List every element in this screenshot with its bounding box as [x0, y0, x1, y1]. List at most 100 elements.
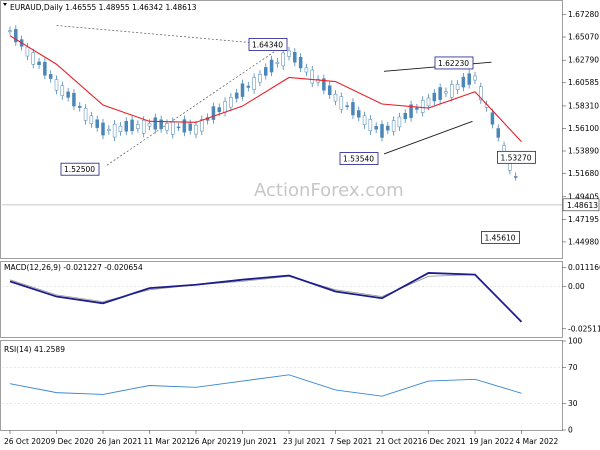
candle-body [72, 92, 76, 107]
macd-panel-frame [0, 261, 563, 338]
candle-body [112, 123, 117, 138]
price-panel: 1.67280 1.65070 1.62790 1.60585 1.58310 1.561… [2, 10, 600, 246]
annotation-box [497, 150, 536, 164]
rsi-y-tick-label: 100 [568, 337, 583, 346]
macd-signal-line [9, 274, 522, 322]
candle-body [513, 176, 518, 178]
candle-body [438, 87, 442, 100]
rsi-line [9, 374, 522, 397]
rsi-panel-title: RSI(14) 41.2589 [4, 345, 65, 354]
candle-body [8, 30, 12, 32]
candle-body [153, 117, 158, 130]
candle-body [397, 116, 402, 128]
candle-body [147, 123, 152, 127]
x-tick-label: 9 Jun 2021 [237, 437, 278, 446]
annotation-label: 1.45610 [485, 233, 516, 242]
macd-y-tick-label: 0.011166 [568, 263, 600, 272]
rsi-y-tick-label: 0 [568, 426, 573, 435]
annotation-label: 1.62230 [438, 59, 469, 68]
macd-line [9, 272, 523, 323]
annotation-box [248, 38, 288, 51]
macd-panel-title: MACD(12,26,9) -0.021227 -0.020654 [4, 263, 143, 272]
rsi-y-tick-label: 30 [568, 399, 578, 408]
x-tick-label: 9 Dec 2020 [51, 437, 94, 446]
candle-body [420, 100, 425, 113]
x-tick-label: 7 Sep 2021 [330, 437, 373, 446]
candle-body [490, 112, 495, 125]
price-y-tick-label: 1.62790 [568, 56, 599, 65]
candle-body [479, 86, 483, 101]
candle-body [66, 91, 70, 98]
candle-body [380, 124, 384, 138]
watermark: ActionForex.com [254, 180, 404, 201]
candle-body [333, 94, 338, 102]
candle-body [182, 119, 187, 133]
candle-body [461, 76, 466, 88]
candle-body [403, 113, 407, 120]
annotation-box [481, 231, 520, 244]
x-tick-label: 19 Jan 2022 [469, 437, 514, 446]
candle-body [107, 128, 111, 131]
annotation-label: 1.64340 [252, 40, 283, 49]
rsi-panel: 100 70 30 0 [2, 337, 583, 435]
candle-body [339, 96, 344, 110]
macd-y-tick-label: -0.025117 [568, 324, 600, 333]
candle-body [136, 124, 140, 129]
x-tick-label: 23 Jul 2021 [283, 437, 326, 446]
candle-body [264, 67, 268, 76]
candle-body [223, 101, 227, 113]
x-tick-label: 6 Dec 2021 [423, 437, 466, 446]
x-tick-label: 4 Mar 2022 [516, 437, 559, 446]
candle-body [374, 126, 378, 130]
candle-body [37, 61, 41, 66]
candle-body [432, 92, 437, 102]
price-panel-frame [0, 0, 563, 259]
trendline-lower [383, 120, 473, 155]
candle-body [351, 102, 355, 116]
price-y-tick-label: 1.58310 [568, 101, 599, 110]
candle-body [159, 119, 163, 130]
candle-body [293, 52, 297, 63]
candle-body [165, 123, 169, 131]
dotted-trendline [56, 25, 284, 46]
candle-body [368, 119, 373, 132]
candle-body [188, 123, 192, 131]
candle-body [298, 56, 303, 69]
candle-body [124, 120, 128, 132]
candle-body [322, 78, 326, 91]
price-y-tick-label: 1.56100 [568, 124, 599, 133]
candle-body [357, 110, 361, 118]
candle-body [269, 59, 274, 73]
rsi-panel-frame [0, 340, 563, 431]
rsi-y-tick-label: 70 [568, 363, 578, 372]
candle-body [25, 46, 30, 57]
candle-body [48, 74, 53, 79]
candle-body [217, 107, 221, 112]
candle-body [89, 115, 94, 124]
candle-body [229, 96, 233, 108]
candle-body [130, 119, 134, 131]
macd-panel: 0.011166 0.00 -0.025117 [2, 263, 600, 333]
x-tick-label: 26 Oct 2020 [4, 437, 51, 446]
candle-body [252, 77, 256, 90]
x-tick-label: 26 Apr 2021 [190, 437, 237, 446]
panel-arrow-icon [3, 3, 7, 6]
current-price-tag [562, 198, 600, 212]
candle-body [31, 52, 35, 65]
candle-body [54, 79, 59, 91]
candle-body [101, 122, 105, 136]
candle-body [473, 75, 477, 81]
price-y-tick-label: 1.47195 [568, 215, 599, 224]
candle-body [14, 29, 18, 43]
candle-body [304, 67, 309, 73]
candle-body [310, 69, 314, 84]
candle-body [118, 125, 123, 132]
candle-body [345, 105, 349, 108]
price-y-tick-label: 1.60585 [568, 78, 599, 87]
candle-body [287, 50, 291, 57]
candle-body [415, 107, 419, 110]
candle-body [409, 104, 413, 118]
candle-body [455, 83, 460, 90]
